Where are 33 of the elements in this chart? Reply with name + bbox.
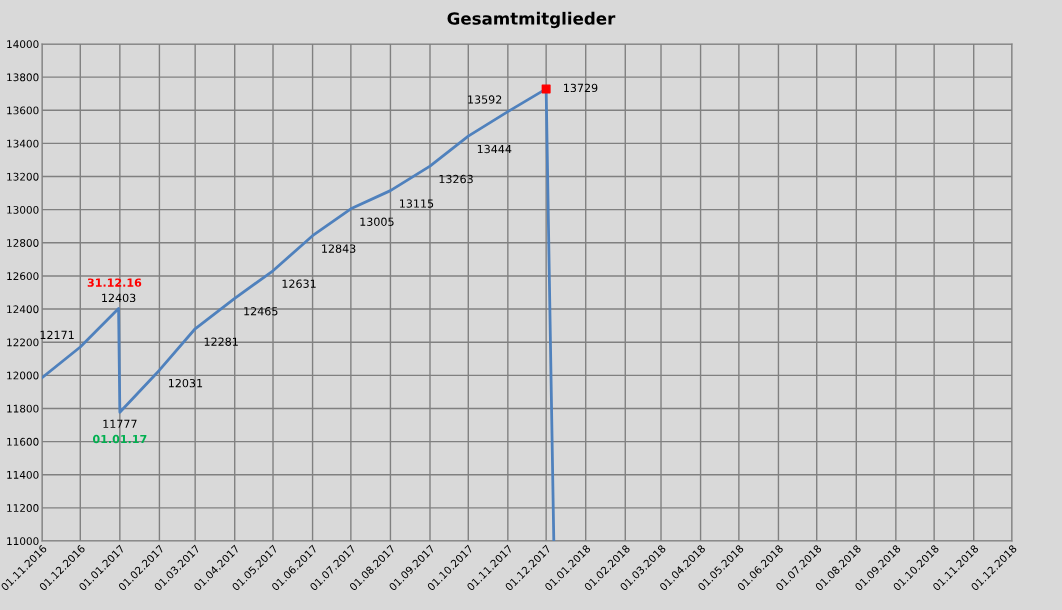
data-label: 11777 — [103, 419, 137, 428]
y-tick-label: 12200 — [7, 338, 39, 347]
y-tick-label: 11800 — [7, 404, 39, 413]
data-label: 13263 — [439, 174, 473, 184]
data-label: 12171 — [40, 330, 74, 339]
y-tick-label: 12600 — [7, 272, 39, 281]
chart-title: Gesamtmitglieder — [447, 11, 616, 29]
y-tick-label: 13400 — [7, 139, 39, 148]
y-tick-label: 11200 — [7, 504, 39, 512]
annotation: 01.01.17 — [92, 434, 147, 444]
annotation: 31.12.16 — [87, 278, 142, 287]
data-label: 13444 — [477, 144, 512, 154]
data-label: 12281 — [204, 337, 238, 346]
data-label: 12031 — [168, 378, 203, 388]
y-tick-label: 13200 — [7, 172, 39, 181]
data-label: 13729 — [564, 83, 598, 93]
y-tick-label: 14000 — [7, 40, 39, 49]
y-tick-label: 11600 — [7, 437, 39, 446]
y-tick-label: 11400 — [7, 470, 39, 479]
y-tick-label: 12400 — [7, 305, 39, 314]
y-tick-label: 11000 — [7, 537, 39, 546]
data-label: 13115 — [399, 199, 434, 208]
y-tick-label: 13000 — [7, 205, 39, 214]
data-label: 13592 — [468, 95, 502, 104]
y-tick-label: 12000 — [7, 371, 39, 380]
y-tick-label: 12800 — [7, 239, 39, 247]
data-label: 12631 — [282, 279, 316, 288]
data-label: 12403 — [102, 293, 136, 303]
y-tick-label: 13600 — [7, 106, 39, 115]
data-label: 12843 — [322, 244, 356, 253]
data-label: 12465 — [244, 307, 278, 316]
data-label: 13005 — [360, 217, 394, 226]
y-tick-label: 13800 — [7, 73, 39, 82]
